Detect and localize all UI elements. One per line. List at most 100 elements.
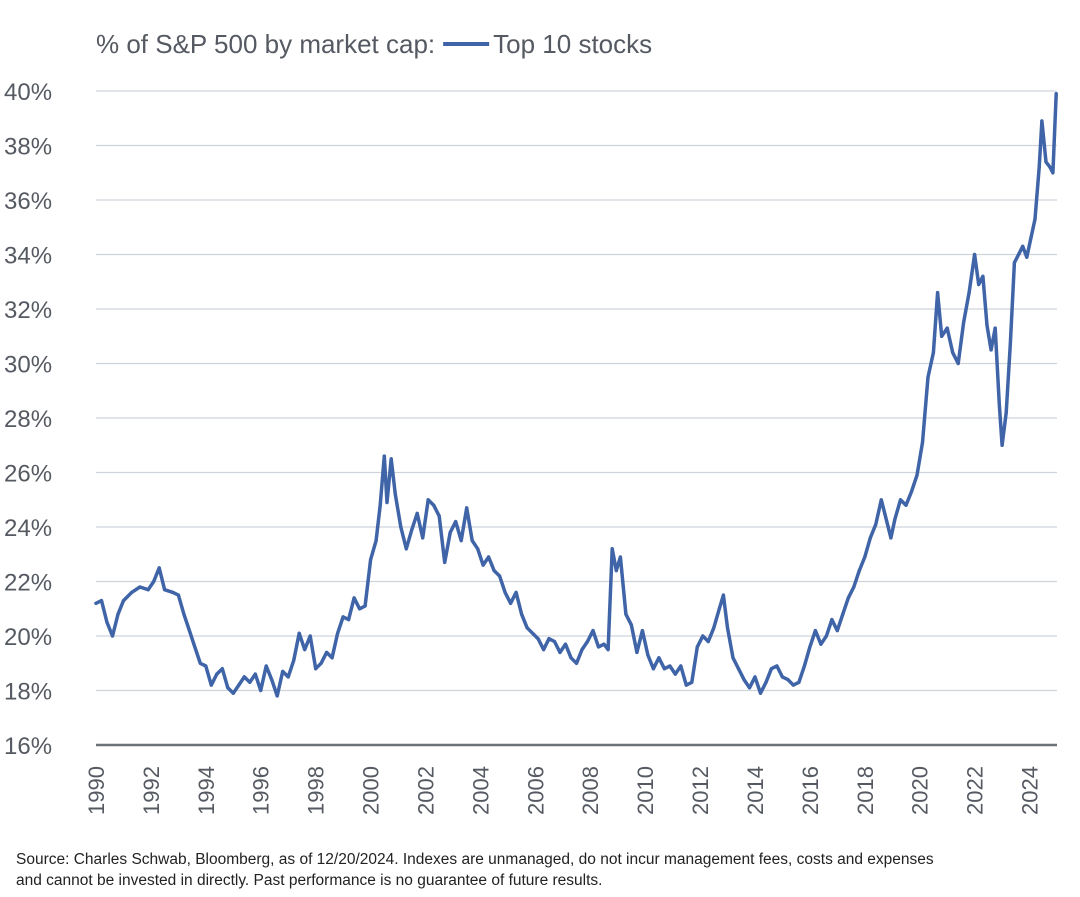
data-point-29 bbox=[264, 664, 268, 668]
data-point-104 bbox=[662, 667, 667, 671]
data-point-150 bbox=[909, 490, 914, 494]
data-point-123 bbox=[764, 680, 768, 684]
series-group bbox=[94, 91, 1058, 698]
data-point-155 bbox=[936, 291, 940, 295]
data-point-13 bbox=[176, 593, 180, 597]
data-point-144 bbox=[879, 498, 883, 502]
data-point-2 bbox=[105, 620, 109, 625]
data-point-0 bbox=[94, 601, 98, 605]
data-point-166 bbox=[989, 348, 993, 352]
data-point-135 bbox=[830, 618, 834, 622]
data-point-97 bbox=[624, 612, 628, 616]
data-point-44 bbox=[347, 618, 351, 622]
data-point-100 bbox=[640, 629, 645, 633]
data-point-102 bbox=[651, 667, 656, 671]
data-point-5 bbox=[121, 599, 126, 603]
ytick-label-40: 40% bbox=[4, 79, 52, 106]
series-line-top-10-stocks bbox=[94, 91, 1058, 698]
data-point-161 bbox=[967, 291, 971, 295]
ytick-label-18: 18% bbox=[4, 679, 52, 706]
ytick-label-26: 26% bbox=[4, 461, 52, 488]
data-point-127 bbox=[786, 678, 790, 682]
data-point-53 bbox=[389, 457, 393, 461]
data-point-163 bbox=[977, 282, 981, 287]
data-point-8 bbox=[146, 588, 150, 592]
data-point-137 bbox=[841, 612, 845, 616]
data-point-7 bbox=[138, 585, 142, 589]
data-point-63 bbox=[443, 560, 447, 565]
data-point-180 bbox=[1044, 160, 1048, 164]
data-point-11 bbox=[163, 588, 167, 592]
data-point-168 bbox=[997, 402, 1001, 406]
data-point-55 bbox=[399, 525, 403, 529]
data-point-22 bbox=[226, 686, 230, 690]
data-point-78 bbox=[525, 626, 529, 630]
data-point-14 bbox=[182, 612, 186, 616]
data-point-20 bbox=[215, 672, 219, 676]
ytick-label-16: 16% bbox=[4, 733, 52, 760]
xtick-label-2008: 2008 bbox=[578, 766, 603, 815]
data-point-140 bbox=[857, 569, 861, 573]
data-point-75 bbox=[509, 601, 513, 605]
data-point-98 bbox=[629, 623, 634, 627]
data-point-115 bbox=[721, 593, 726, 597]
xtick-label-2006: 2006 bbox=[523, 766, 548, 815]
data-point-177 bbox=[1033, 217, 1037, 221]
data-point-120 bbox=[747, 686, 752, 690]
data-point-68 bbox=[470, 539, 474, 543]
ytick-label-22: 22% bbox=[4, 570, 52, 597]
data-point-182 bbox=[1051, 171, 1055, 175]
data-point-47 bbox=[363, 604, 367, 608]
data-point-81 bbox=[542, 648, 546, 652]
data-point-165 bbox=[985, 323, 989, 327]
data-point-83 bbox=[552, 639, 557, 644]
data-point-86 bbox=[569, 656, 573, 660]
data-point-85 bbox=[563, 642, 568, 646]
data-point-133 bbox=[819, 642, 823, 646]
data-point-145 bbox=[885, 520, 889, 524]
data-point-158 bbox=[951, 351, 955, 355]
data-point-67 bbox=[465, 506, 469, 510]
data-point-125 bbox=[775, 664, 779, 668]
data-point-122 bbox=[758, 691, 763, 695]
data-point-49 bbox=[374, 539, 378, 543]
data-point-45 bbox=[352, 596, 356, 600]
data-point-109 bbox=[690, 680, 694, 684]
data-point-136 bbox=[835, 629, 839, 633]
data-point-89 bbox=[585, 639, 590, 644]
data-point-106 bbox=[673, 672, 677, 676]
data-point-31 bbox=[275, 694, 279, 698]
data-point-88 bbox=[580, 648, 584, 652]
data-point-50 bbox=[378, 503, 382, 507]
data-point-1 bbox=[99, 599, 104, 603]
data-point-34 bbox=[292, 658, 296, 663]
data-point-32 bbox=[281, 669, 285, 674]
ytick-label-36: 36% bbox=[4, 188, 52, 215]
data-point-79 bbox=[531, 631, 535, 635]
data-point-160 bbox=[962, 321, 966, 325]
data-point-64 bbox=[448, 530, 452, 535]
data-point-58 bbox=[415, 511, 419, 515]
source-line-2: and cannot be invested in directly. Past… bbox=[16, 872, 602, 889]
data-point-162 bbox=[973, 252, 977, 257]
data-point-30 bbox=[270, 678, 274, 682]
data-point-24 bbox=[237, 683, 241, 687]
data-point-174 bbox=[1021, 244, 1025, 248]
data-point-126 bbox=[780, 675, 785, 679]
data-point-99 bbox=[635, 650, 639, 655]
data-point-147 bbox=[893, 517, 897, 521]
xtick-label-2010: 2010 bbox=[633, 766, 658, 815]
data-point-56 bbox=[404, 547, 408, 551]
ytick-label-28: 28% bbox=[4, 406, 52, 433]
source-note: Source: Charles Schwab, Bloomberg, as of… bbox=[16, 851, 934, 889]
data-point-132 bbox=[813, 629, 818, 633]
xtick-label-1990: 1990 bbox=[84, 766, 109, 815]
data-point-138 bbox=[846, 596, 850, 600]
data-point-62 bbox=[437, 514, 441, 518]
data-point-73 bbox=[498, 574, 502, 578]
data-point-74 bbox=[503, 590, 507, 595]
data-point-92 bbox=[602, 642, 606, 646]
data-point-110 bbox=[695, 645, 699, 649]
data-point-80 bbox=[536, 637, 540, 641]
